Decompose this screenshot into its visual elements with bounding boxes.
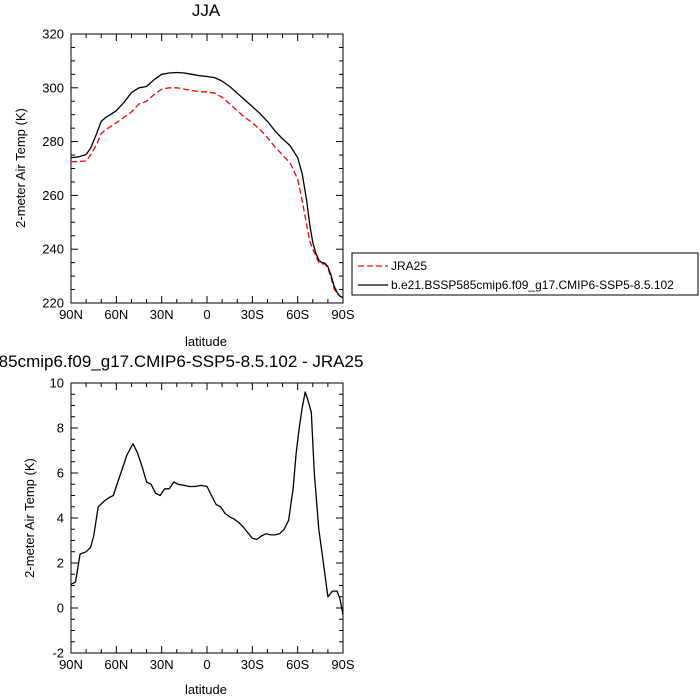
bottom-series-lines bbox=[70, 391, 344, 615]
bottom-x-tick-label: 0 bbox=[203, 657, 210, 672]
top-y-tick-label: 320 bbox=[42, 27, 64, 42]
bottom-y-axis-label: 2-meter Air Temp (K) bbox=[22, 458, 37, 578]
top-x-tick-label: 0 bbox=[203, 307, 210, 322]
bottom-y-tick-label: 2 bbox=[57, 556, 64, 571]
bottom-x-tick-label: 30S bbox=[241, 657, 264, 672]
top-y-tick-label: 300 bbox=[42, 80, 64, 95]
bottom-panel: b.e21.BSSP585cmip6.f09_g17.CMIP6-SSP5-8.… bbox=[0, 352, 363, 697]
top-series-line-1 bbox=[70, 71, 344, 299]
bottom-x-tick-label: 60N bbox=[104, 657, 128, 672]
bottom-series-line-0 bbox=[70, 391, 344, 615]
top-x-tick-label: 30S bbox=[241, 307, 264, 322]
legend-box bbox=[351, 252, 699, 296]
top-y-tick-label: 220 bbox=[42, 296, 64, 311]
top-series-line-0 bbox=[70, 87, 344, 299]
bottom-x-tick-label: 30N bbox=[150, 657, 174, 672]
legend-label-jra25: JRA25 bbox=[391, 259, 427, 273]
top-ticks: 90N 60N 30N 0 30S 60S 90S 220 240 260 280 300 320 bbox=[42, 27, 355, 323]
legend-label-model: b.e21.BSSP585cmip6.f09_g17.CMIP6-SSP5-8.… bbox=[391, 278, 674, 292]
top-y-tick-label: 260 bbox=[42, 188, 64, 203]
bottom-y-tick-label: -2 bbox=[52, 646, 64, 661]
bottom-chart-title: b.e21.BSSP585cmip6.f09_g17.CMIP6-SSP5-8.… bbox=[0, 352, 363, 371]
bottom-x-tick-label: 60S bbox=[286, 657, 309, 672]
bottom-y-tick-label: 8 bbox=[57, 421, 64, 436]
top-x-axis-label: latitude bbox=[185, 334, 227, 349]
top-chart-title: JJA bbox=[192, 1, 221, 20]
bottom-x-tick-label: 90N bbox=[59, 657, 83, 672]
bottom-y-tick-label: 6 bbox=[57, 466, 64, 481]
top-y-tick-label: 240 bbox=[42, 242, 64, 257]
bottom-x-tick-label: 90S bbox=[331, 657, 354, 672]
top-y-tick-label: 280 bbox=[42, 134, 64, 149]
bottom-y-tick-label: 4 bbox=[57, 511, 64, 526]
top-x-tick-label: 60N bbox=[104, 307, 128, 322]
bottom-y-tick-label: 10 bbox=[50, 376, 64, 391]
bottom-ticks: 90N 60N 30N 0 30S 60S 90S -2 0 2 4 6 8 10 bbox=[50, 376, 355, 673]
top-x-tick-label: 90S bbox=[331, 307, 354, 322]
bottom-plot-frame bbox=[70, 382, 344, 654]
bottom-y-tick-label: 0 bbox=[57, 601, 64, 616]
top-y-axis-label: 2-meter Air Temp (K) bbox=[13, 108, 28, 228]
top-plot-frame bbox=[70, 33, 344, 304]
top-x-tick-label: 60S bbox=[286, 307, 309, 322]
top-x-tick-label: 90N bbox=[59, 307, 83, 322]
top-series-lines bbox=[70, 71, 344, 299]
bottom-x-axis-label: latitude bbox=[185, 682, 227, 697]
legend: JRA25 b.e21.BSSP585cmip6.f09_g17.CMIP6-S… bbox=[351, 252, 699, 296]
top-panel: JJA 90N 60N 30N 0 30S 60S 90S 220 240 260 280 300 32… bbox=[13, 1, 355, 349]
top-x-tick-label: 30N bbox=[150, 307, 174, 322]
